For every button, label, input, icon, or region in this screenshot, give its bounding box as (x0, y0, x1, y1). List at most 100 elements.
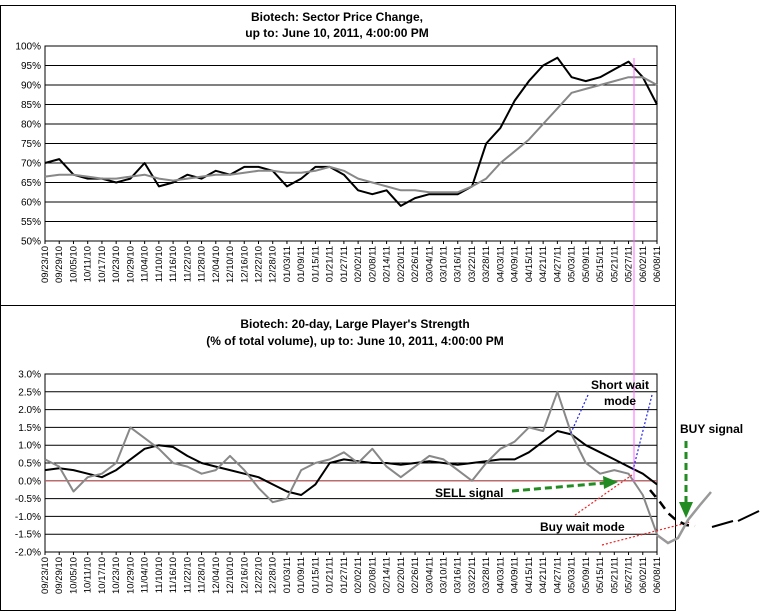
bottom-x-tick-label: 02/20/11 (396, 557, 407, 593)
bottom-x-tick-label: 11/22/10 (182, 557, 193, 593)
top-x-tick-label: 01/27/11 (339, 246, 350, 282)
bottom-x-tick-label: 10/11/10 (83, 557, 94, 593)
bottom-x-tick-label: 02/02/11 (353, 557, 364, 593)
top-y-tick-label: 50% (21, 237, 41, 248)
bottom-x-tick-label: 05/03/11 (567, 557, 578, 593)
top-x-tick-label: 10/23/10 (111, 246, 122, 283)
top-x-tick-label: 04/03/11 (495, 246, 506, 282)
top-x-tick-label: 06/08/11 (652, 246, 663, 282)
bottom-x-tick-label: 04/27/11 (552, 557, 563, 593)
top-x-tick-label: 03/28/11 (481, 246, 492, 282)
bottom-y-tick-label: -0.5% (15, 494, 41, 505)
bottom-x-tick-label: 05/09/11 (581, 557, 592, 593)
bottom-x-tick-label: 04/21/11 (538, 557, 549, 593)
top-x-tick-label: 12/10/10 (225, 246, 236, 283)
top-x-tick-label: 11/04/10 (140, 246, 151, 282)
top-x-tick-label: 05/03/11 (567, 246, 578, 282)
bottom-x-tick-label: 12/10/10 (225, 557, 236, 594)
bottom-y-tick-label: -2.0% (15, 548, 41, 559)
bottom-x-tick-label: 09/29/10 (54, 557, 65, 594)
top-x-tick-label: 09/23/10 (40, 246, 51, 283)
bottom-y-tick-label: -1.5% (15, 530, 41, 541)
top-x-tick-label: 12/22/10 (253, 246, 264, 283)
top-y-tick-label: 60% (21, 198, 41, 209)
short-wait-pointer-right (632, 394, 653, 471)
projection-black-segment (711, 520, 734, 528)
top-series-black-line (44, 56, 658, 207)
top-series-gray-line (44, 76, 658, 194)
top-x-tick-label: 05/09/11 (581, 246, 592, 282)
top-x-tick-label: 02/14/11 (382, 246, 393, 282)
top-y-tick-label: 55% (21, 217, 41, 228)
top-x-tick-label: 06/02/11 (638, 246, 649, 282)
bottom-x-tick-label: 02/08/11 (367, 557, 378, 593)
top-x-tick-label: 04/27/11 (552, 246, 563, 282)
bottom-x-tick-label: 03/16/11 (453, 557, 464, 593)
sell-signal-arrowhead (603, 476, 618, 489)
sell-signal-arrow-shaft (511, 481, 606, 493)
top-x-tick-label: 01/15/11 (310, 246, 321, 282)
bottom-x-tick-label: 03/10/11 (439, 557, 450, 593)
bottom-y-tick-label: 1.0% (18, 441, 41, 452)
top-x-tick-label: 03/22/11 (467, 246, 478, 282)
top-x-tick-label: 03/10/11 (439, 246, 450, 282)
bottom-x-tick-label: 03/22/11 (467, 557, 478, 593)
buy-wait-pointer-red (601, 521, 691, 546)
bottom-x-tick-label: 10/05/10 (68, 557, 79, 594)
top-x-tick-label: 02/26/11 (410, 246, 421, 282)
top-x-tick-label: 09/29/10 (54, 246, 65, 283)
bottom-y-tick-label: 0.0% (18, 476, 41, 487)
bottom-x-tick-label: 10/17/10 (97, 557, 108, 594)
top-x-tick-label: 11/22/10 (182, 246, 193, 282)
bottom-y-tick-label: 2.5% (18, 387, 41, 398)
top-y-tick-label: 95% (21, 61, 41, 72)
top-x-tick-label: 12/28/10 (268, 246, 279, 283)
bottom-x-tick-label: 03/04/11 (424, 557, 435, 593)
bottom-x-tick-label: 06/08/11 (652, 557, 663, 593)
bottom-x-tick-label: 03/28/11 (481, 557, 492, 593)
short-wait-label-line2: mode (604, 394, 636, 408)
bottom-x-tick-label: 12/28/10 (268, 557, 279, 594)
top-x-tick-label: 05/15/11 (595, 246, 606, 282)
top-x-tick-label: 11/28/10 (197, 246, 208, 282)
top-x-tick-label: 04/21/11 (538, 246, 549, 282)
top-y-tick-label: 75% (21, 139, 41, 150)
top-x-tick-label: 10/11/10 (83, 246, 94, 282)
bottom-y-tick-label: -1.0% (15, 512, 41, 523)
bottom-x-tick-label: 12/04/10 (211, 557, 222, 594)
top-x-tick-label: 11/16/10 (168, 246, 179, 282)
bottom-x-tick-label: 05/15/11 (595, 557, 606, 593)
top-x-tick-label: 11/10/10 (154, 246, 165, 282)
bottom-x-tick-label: 04/09/11 (510, 557, 521, 593)
top-x-tick-label: 01/21/11 (325, 246, 336, 282)
bottom-x-tick-label: 01/15/11 (310, 557, 321, 593)
bottom-y-tick-label: 1.5% (18, 423, 41, 434)
bottom-series-black-line (44, 430, 658, 496)
top-x-tick-label: 05/21/11 (609, 246, 620, 282)
bottom-y-tick-label: 3.0% (18, 370, 41, 381)
short-wait-pointer-left (569, 394, 589, 436)
top-x-tick-label: 10/17/10 (97, 246, 108, 283)
bottom-x-tick-label: 01/09/11 (296, 557, 307, 593)
top-x-tick-label: 01/03/11 (282, 246, 293, 282)
bottom-series-gray-line (44, 390, 658, 535)
bottom-x-tick-label: 06/02/11 (638, 557, 649, 593)
bottom-x-tick-label: 09/23/10 (40, 557, 51, 594)
top-x-tick-label: 03/16/11 (453, 246, 464, 282)
top-x-tick-label: 04/15/11 (524, 246, 535, 282)
bottom-x-tick-label: 12/22/10 (253, 557, 264, 594)
bottom-y-tick-label: 0.5% (18, 459, 41, 470)
bottom-x-tick-label: 01/21/11 (325, 557, 336, 593)
buy-signal-label: BUY signal (680, 422, 743, 436)
top-x-tick-label: 01/09/11 (296, 246, 307, 282)
bottom-x-tick-label: 11/28/10 (197, 557, 208, 593)
bottom-x-tick-label: 10/29/10 (125, 557, 136, 594)
top-x-tick-label: 12/04/10 (211, 246, 222, 283)
bottom-x-tick-label: 11/10/10 (154, 557, 165, 593)
bottom-x-tick-label: 02/14/11 (382, 557, 393, 593)
projection-black-segment-2 (737, 510, 760, 522)
top-x-tick-label: 10/05/10 (68, 246, 79, 283)
bottom-x-tick-label: 04/15/11 (524, 557, 535, 593)
projection-gray-line (656, 491, 712, 545)
